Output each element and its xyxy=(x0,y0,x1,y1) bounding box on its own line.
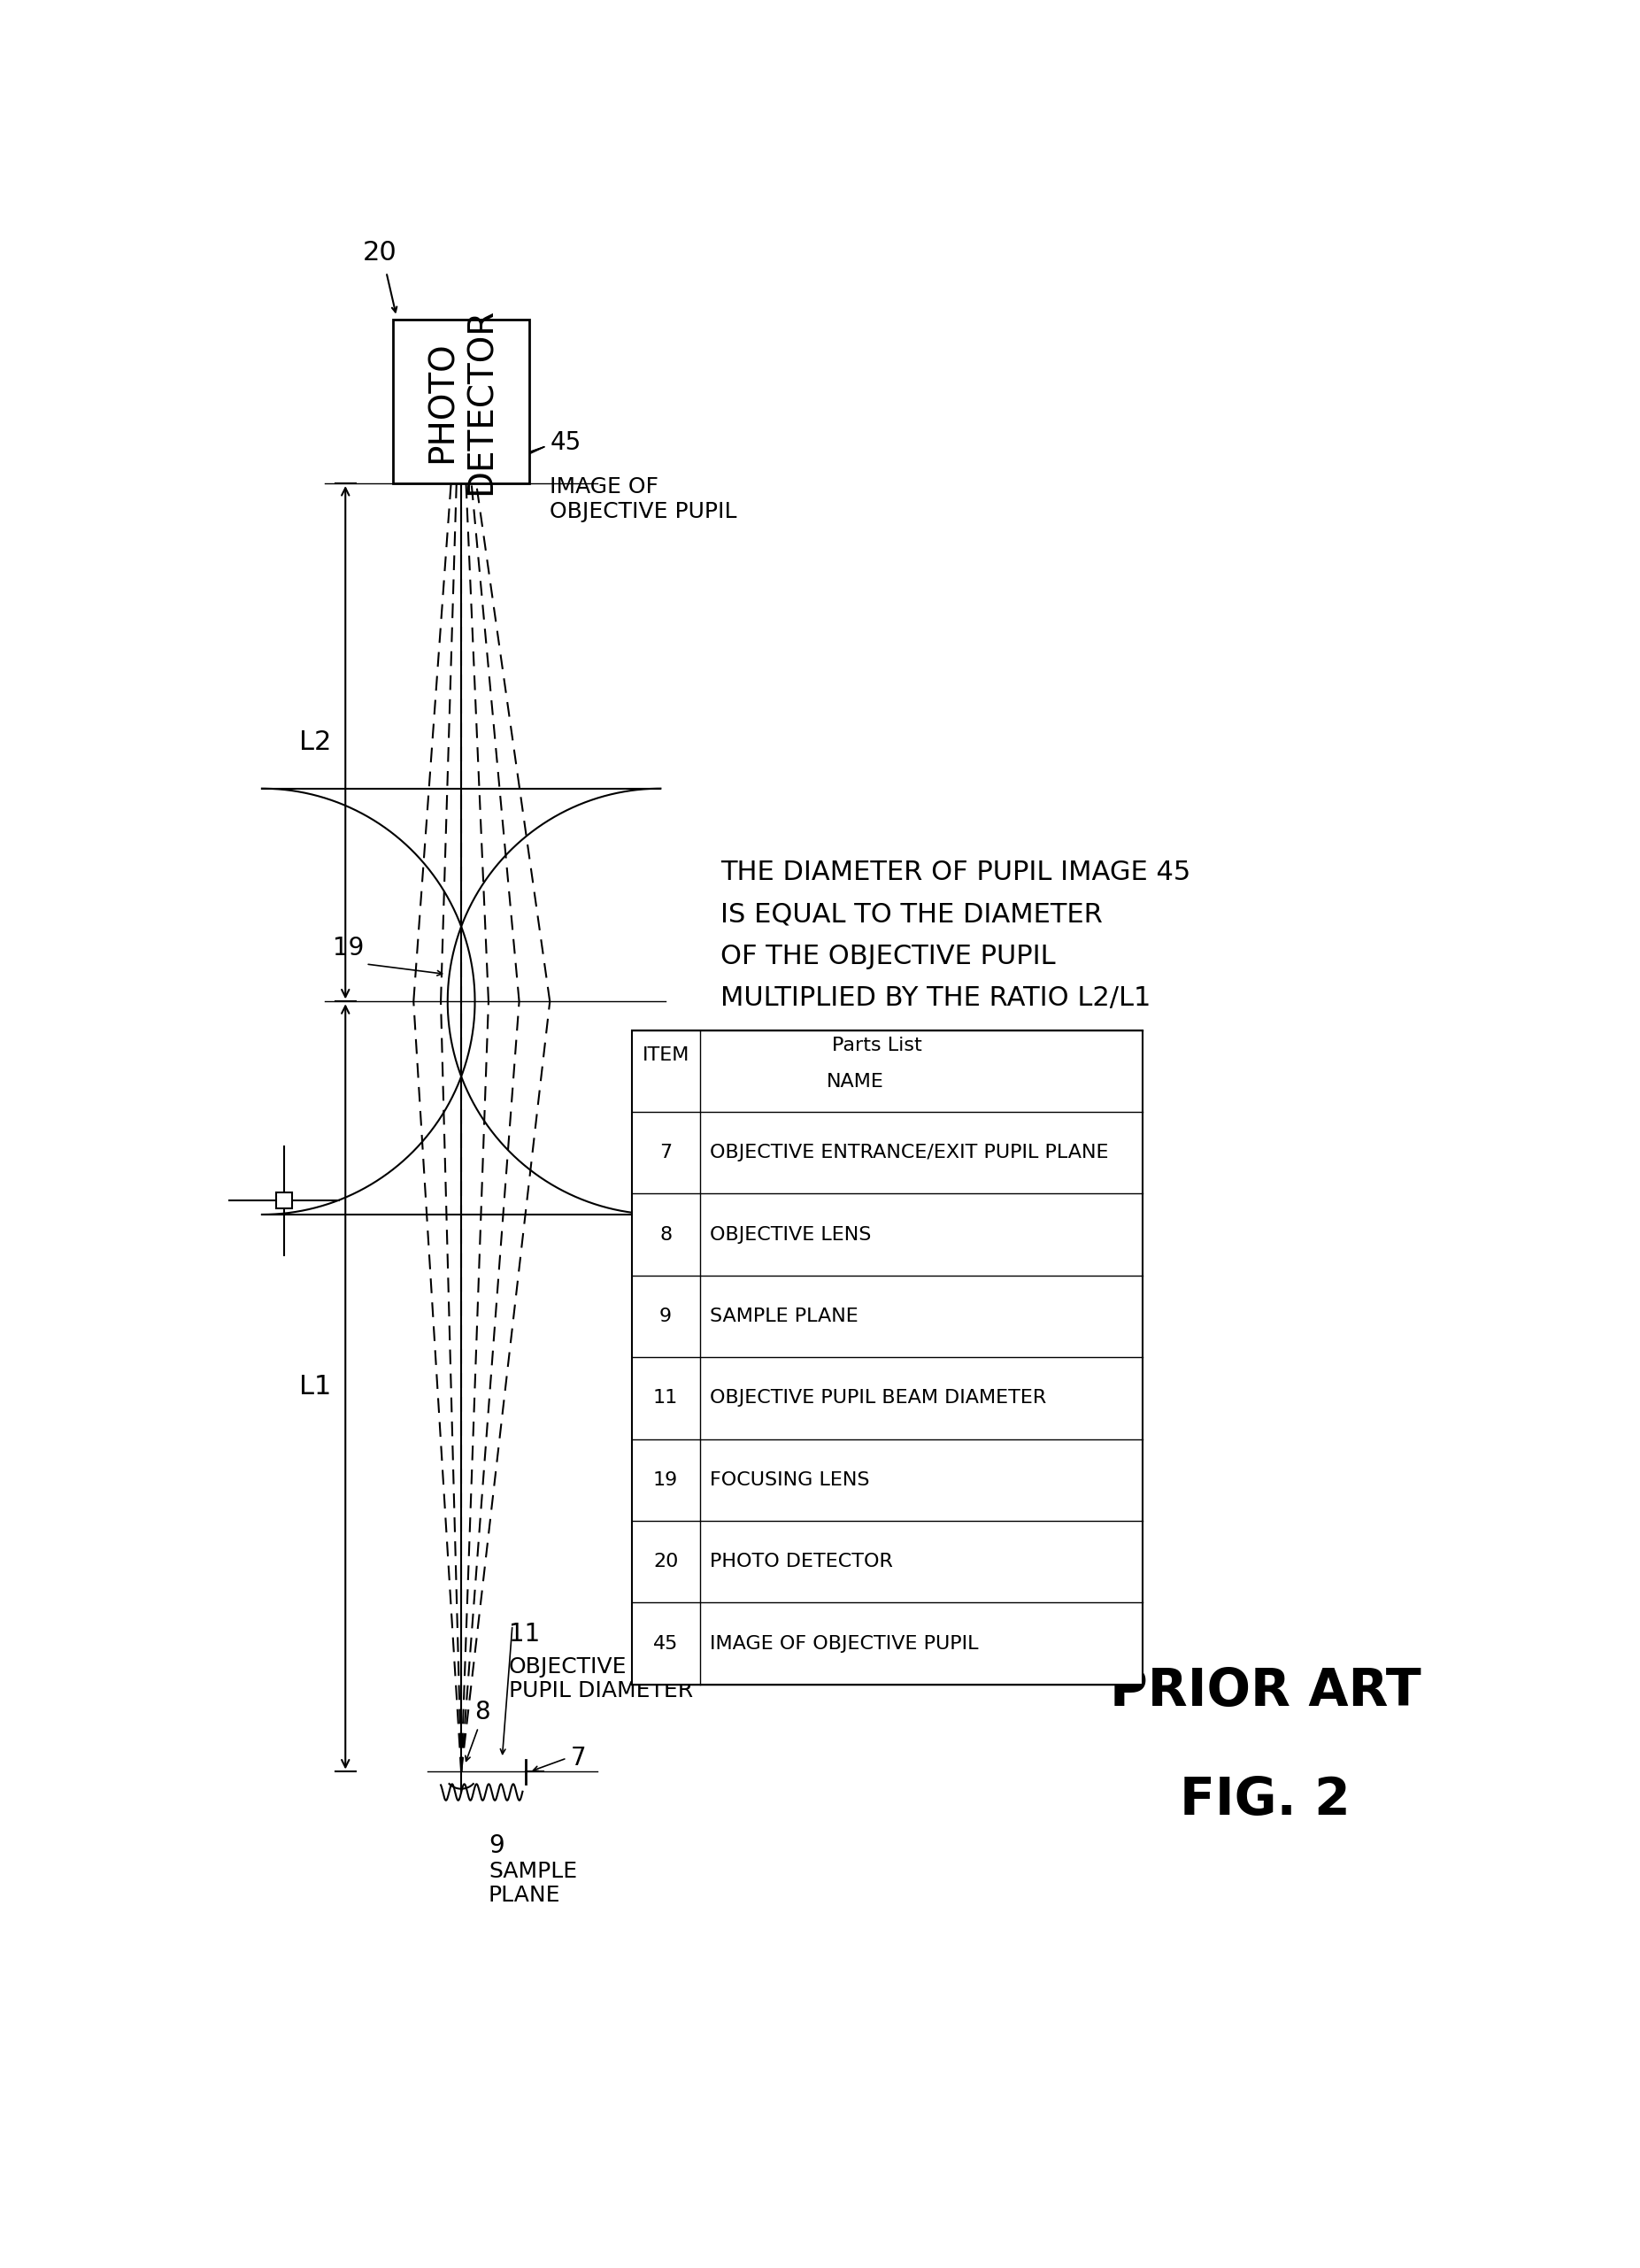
Text: 7: 7 xyxy=(571,1746,585,1771)
Text: 19: 19 xyxy=(333,937,364,962)
Text: OBJECTIVE PUPIL BEAM DIAMETER: OBJECTIVE PUPIL BEAM DIAMETER xyxy=(710,1390,1046,1406)
Text: 7: 7 xyxy=(659,1143,672,1161)
Text: 11: 11 xyxy=(653,1390,679,1406)
Text: 9: 9 xyxy=(659,1309,672,1325)
Text: L2: L2 xyxy=(300,730,331,755)
Text: PHOTO
DETECTOR: PHOTO DETECTOR xyxy=(425,308,497,494)
Text: FIG. 2: FIG. 2 xyxy=(1181,1776,1351,1826)
Bar xyxy=(276,1193,292,1209)
Text: L1: L1 xyxy=(300,1374,331,1399)
Text: IMAGE OF OBJECTIVE PUPIL: IMAGE OF OBJECTIVE PUPIL xyxy=(710,1635,979,1653)
Text: OBJECTIVE ENTRANCE/EXIT PUPIL PLANE: OBJECTIVE ENTRANCE/EXIT PUPIL PLANE xyxy=(710,1143,1109,1161)
Bar xyxy=(631,1030,1143,1685)
Text: 45: 45 xyxy=(549,431,581,456)
Text: SAMPLE
PLANE: SAMPLE PLANE xyxy=(489,1860,577,1905)
Text: SAMPLE PLANE: SAMPLE PLANE xyxy=(710,1309,858,1325)
Text: 8: 8 xyxy=(659,1225,672,1243)
Text: 11: 11 xyxy=(508,1622,540,1647)
Text: 45: 45 xyxy=(653,1635,679,1653)
Text: 19: 19 xyxy=(653,1472,679,1488)
Text: 20: 20 xyxy=(362,240,397,265)
Text: Parts List: Parts List xyxy=(831,1036,922,1055)
Text: IMAGE OF
OBJECTIVE PUPIL: IMAGE OF OBJECTIVE PUPIL xyxy=(549,476,736,522)
Text: THE DIAMETER OF PUPIL IMAGE 45
IS EQUAL TO THE DIAMETER
OF THE OBJECTIVE PUPIL
M: THE DIAMETER OF PUPIL IMAGE 45 IS EQUAL … xyxy=(720,860,1191,1012)
Text: PRIOR ART: PRIOR ART xyxy=(1110,1667,1422,1717)
Text: OBJECTIVE
PUPIL DIAMETER: OBJECTIVE PUPIL DIAMETER xyxy=(508,1656,694,1701)
Text: NAME: NAME xyxy=(827,1073,884,1091)
Text: 20: 20 xyxy=(653,1554,679,1572)
Bar xyxy=(394,320,530,483)
Text: 9: 9 xyxy=(489,1833,503,1857)
Text: 8: 8 xyxy=(476,1699,490,1724)
Text: FOCUSING LENS: FOCUSING LENS xyxy=(710,1472,869,1488)
Text: PHOTO DETECTOR: PHOTO DETECTOR xyxy=(710,1554,894,1572)
Text: ITEM: ITEM xyxy=(643,1046,689,1064)
Text: OBJECTIVE LENS: OBJECTIVE LENS xyxy=(710,1225,871,1243)
